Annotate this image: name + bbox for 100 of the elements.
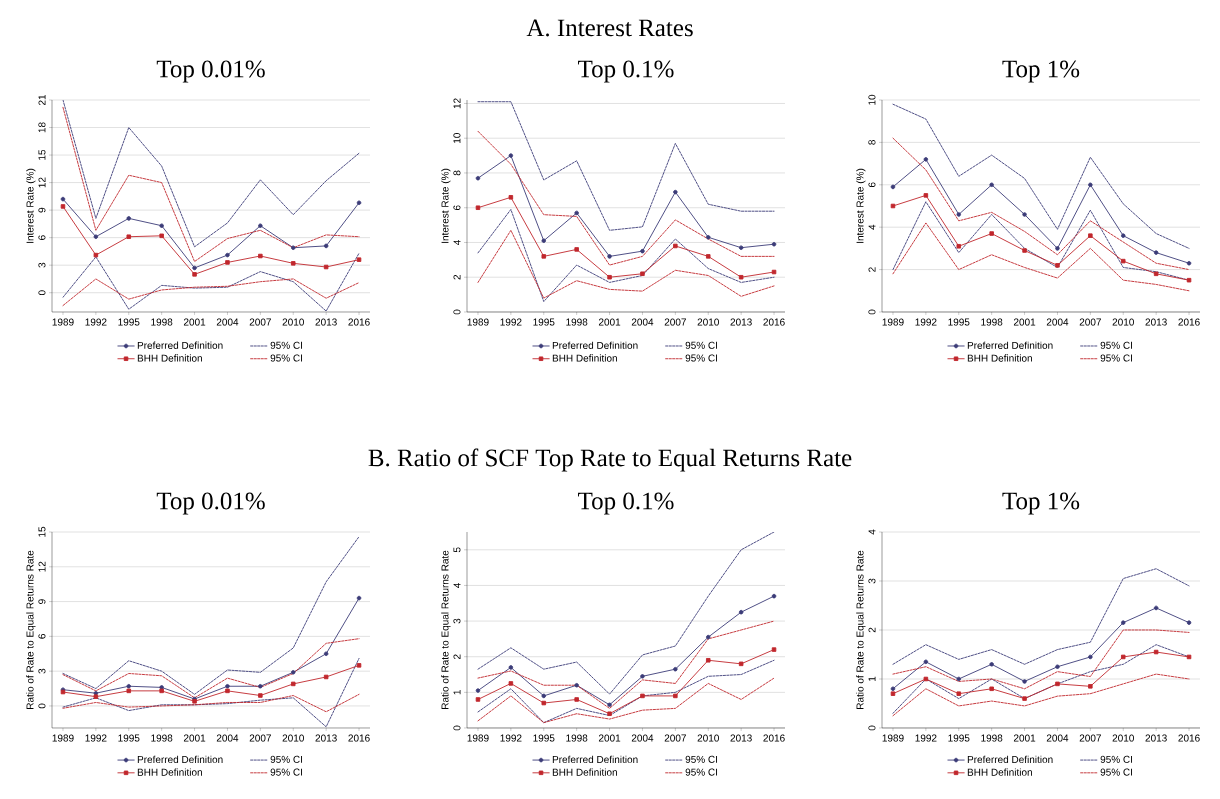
y-tick-label: 0: [868, 725, 876, 731]
y-tick-label: 3: [38, 262, 46, 268]
y-tick-label: 6: [38, 634, 46, 639]
y-tick-label: 18: [38, 122, 46, 133]
y-tick-label: 6: [868, 182, 876, 188]
x-tick-label: 1998: [981, 318, 1003, 326]
x-tick-label: 2001: [183, 734, 206, 742]
y-tick-label: 2: [868, 627, 876, 633]
legend-label: 95% CI: [270, 768, 303, 776]
legend-label: Preferred Definition: [137, 755, 223, 764]
x-tick-label: 1998: [151, 734, 173, 742]
x-tick-label: 1992: [915, 318, 937, 326]
x-tick-label: 2016: [1178, 734, 1200, 742]
x-tick-label: 2007: [249, 734, 271, 742]
y-tick-label: 0: [453, 309, 461, 315]
y-tick-label: 1: [868, 676, 876, 681]
x-tick-label: 2007: [1079, 734, 1101, 742]
y-tick-label: 12: [38, 561, 46, 572]
y-tick-label: 15: [38, 149, 46, 160]
y-tick-label: 2: [868, 267, 876, 272]
x-tick-label: 1995: [118, 734, 140, 742]
x-tick-label: 1992: [500, 734, 522, 742]
y-tick-label: 10: [868, 94, 876, 105]
x-tick-label: 2004: [631, 318, 654, 326]
y-tick-label: 0: [453, 725, 461, 731]
legend-label: Preferred Definition: [552, 341, 638, 349]
x-tick-label: 2001: [1013, 734, 1036, 742]
y-tick-label: 8: [868, 140, 876, 145]
y-tick-label: 3: [868, 578, 876, 584]
chart-title: Top 0.01%: [156, 60, 265, 83]
x-tick-label: 1989: [467, 734, 489, 742]
legend-label: 95% CI: [1100, 354, 1133, 362]
legend-label: Preferred Definition: [967, 341, 1053, 349]
x-tick-label: 1989: [52, 734, 74, 742]
legend-label: BHH Definition: [552, 768, 617, 776]
legend-label: BHH Definition: [552, 354, 617, 362]
y-tick-label: 5: [453, 547, 461, 553]
x-tick-label: 1995: [948, 318, 970, 326]
legend-label: BHH Definition: [967, 768, 1032, 776]
chart-title: Top 0.1%: [578, 60, 674, 83]
x-tick-label: 2016: [763, 318, 785, 326]
x-tick-label: 2013: [730, 318, 752, 326]
y-tick-label: 4: [453, 239, 461, 246]
x-tick-label: 2007: [664, 734, 686, 742]
y-tick-label: 4: [868, 224, 876, 230]
y-axis-title: Interest Rate (%): [441, 168, 451, 243]
x-tick-label: 2004: [1046, 734, 1069, 742]
x-tick-label: 1998: [566, 318, 588, 326]
y-tick-label: 3: [38, 668, 46, 674]
x-tick-label: 2013: [315, 318, 337, 326]
y-tick-label: 8: [453, 170, 461, 176]
x-tick-label: 1998: [151, 318, 173, 326]
x-tick-label: 2007: [249, 318, 271, 326]
x-tick-label: 2001: [598, 318, 621, 326]
chart-title: Top 1%: [1002, 492, 1080, 515]
y-tick-label: 21: [38, 94, 46, 106]
text: B. Ratio of SCF Top Rate to Equal Returns Rate: [368, 448, 852, 472]
y-axis-title: Ratio of Rate to Equal Returns Rate: [441, 550, 451, 709]
x-tick-label: 1995: [533, 734, 555, 742]
x-tick-label: 2001: [183, 318, 206, 326]
y-tick-label: 4: [868, 529, 876, 535]
y-tick-label: 15: [38, 526, 46, 537]
legend-label: 95% CI: [685, 354, 718, 362]
legend-label: 95% CI: [270, 755, 303, 763]
x-tick-label: 1992: [915, 734, 937, 742]
x-tick-label: 2016: [763, 734, 785, 742]
x-tick-label: 2013: [730, 734, 752, 742]
y-tick-label: 12: [38, 177, 46, 188]
x-tick-label: 2016: [348, 734, 370, 742]
x-tick-label: 2004: [631, 734, 654, 742]
x-tick-label: 1992: [500, 318, 522, 326]
legend-label: 95% CI: [685, 341, 718, 349]
y-tick-label: 10: [453, 133, 461, 144]
x-tick-label: 2001: [598, 734, 621, 742]
x-tick-label: 1989: [882, 734, 904, 742]
y-tick-label: 0: [868, 309, 876, 315]
y-tick-label: 9: [38, 207, 46, 213]
x-tick-label: 2016: [1178, 318, 1200, 326]
chart-title: Top 1%: [1002, 60, 1080, 83]
legend-label: BHH Definition: [137, 768, 202, 776]
x-tick-label: 2007: [664, 318, 686, 326]
text: A. Interest Rates: [526, 19, 693, 37]
x-tick-label: 2010: [697, 318, 719, 326]
x-tick-label: 1998: [981, 734, 1003, 742]
y-axis-title: Ratio of Rate to Equal Returns Rate: [26, 550, 36, 709]
y-tick-label: 0: [38, 290, 46, 296]
y-axis-title: Interest Rate (%): [26, 168, 36, 243]
x-tick-label: 2016: [348, 318, 370, 326]
x-tick-label: 2004: [216, 734, 239, 742]
legend-label: 95% CI: [270, 341, 303, 349]
legend-label: 95% CI: [270, 354, 303, 362]
y-tick-label: 2: [453, 654, 461, 659]
legend-label: Preferred Definition: [137, 341, 223, 349]
x-tick-label: 1995: [118, 318, 140, 326]
x-tick-label: 1992: [85, 318, 107, 326]
legend-label: 95% CI: [685, 755, 718, 763]
chart-title: Top 0.01%: [156, 492, 265, 515]
y-tick-label: 0: [38, 703, 46, 709]
x-tick-label: 2001: [1013, 318, 1036, 326]
y-tick-label: 9: [38, 599, 46, 604]
